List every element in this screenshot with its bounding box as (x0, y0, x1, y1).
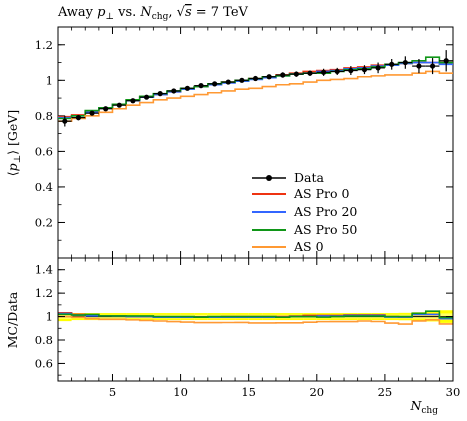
main-x-ticks (71, 27, 454, 258)
legend: Data AS Pro 0 AS Pro 20 AS Pro 50 AS 0 (252, 170, 357, 254)
legend-item-as-pro-0: AS Pro 0 (252, 186, 349, 201)
ratio-y-tick-label: 0.6 (35, 356, 53, 370)
data-point (307, 70, 313, 76)
ratio-panel-frame (57, 257, 454, 382)
data-point (389, 61, 395, 67)
x-tick-label: 20 (309, 385, 324, 399)
data-point (361, 67, 368, 73)
ratio-series-as-0 (58, 315, 453, 325)
chart-title: Away p⊥ vs. Nchg, √s = 7 TeV (57, 5, 249, 22)
legend-label-as-pro-50: AS Pro 50 (293, 222, 357, 237)
main-panel: 0.2 0.4 0.6 0.8 1 1.2 (35, 26, 454, 259)
legend-item-data: Data (252, 170, 324, 185)
ratio-series-as-pro-50 (58, 310, 453, 319)
y-tick-label: 1.2 (35, 38, 53, 52)
data-point (143, 94, 150, 100)
main-panel-frame (57, 26, 454, 259)
data-point (293, 71, 299, 77)
y-tick-label: 0.2 (35, 215, 53, 229)
legend-item-as-pro-20: AS Pro 20 (252, 204, 357, 219)
data-point (225, 79, 231, 85)
data-point (266, 74, 272, 80)
data-point (89, 110, 95, 116)
main-series-group (58, 56, 453, 122)
data-point (348, 67, 354, 74)
ratio-y-tick-label: 1.2 (35, 286, 53, 300)
ratio-panel: 0.6 0.8 1 1.2 1.4 5 10 15 20 25 30 (35, 257, 461, 399)
x-tick-label: 5 (109, 385, 116, 399)
data-point (416, 63, 422, 69)
data-point (212, 81, 218, 87)
ratio-y-ticks: 0.6 0.8 1 1.2 1.4 (35, 263, 453, 376)
data-point (429, 63, 436, 69)
data-point (171, 88, 177, 94)
data-point (103, 106, 109, 112)
data-point (62, 118, 68, 124)
data-point (198, 83, 204, 89)
data-point (402, 59, 408, 66)
y-tick-label: 1 (46, 73, 53, 87)
x-tick-label: 10 (173, 385, 188, 399)
data-point (280, 72, 286, 78)
legend-label-as-pro-0: AS Pro 0 (293, 186, 349, 201)
legend-item-as-0: AS 0 (252, 239, 324, 254)
title-p: p (97, 5, 106, 20)
ratio-series-group (58, 310, 453, 325)
x-tick-label: 15 (241, 385, 256, 399)
x-tick-label: 30 (446, 385, 461, 399)
data-point (157, 91, 163, 97)
data-point (116, 102, 122, 108)
legend-label-data: Data (294, 170, 324, 185)
data-point (252, 75, 259, 82)
x-tick-label: 25 (378, 385, 393, 399)
x-axis-label: Nchg (409, 398, 438, 416)
data-point (334, 68, 340, 75)
y-axis-label: ⟨p⊥⟩ [GeV] (5, 110, 23, 176)
y-tick-label: 0.6 (35, 144, 53, 158)
data-point (75, 115, 82, 121)
data-point (184, 85, 190, 91)
ratio-y-tick-label: 1 (46, 310, 53, 324)
data-point (321, 69, 327, 75)
y-tick-label: 0.4 (35, 180, 53, 194)
legend-item-as-pro-50: AS Pro 50 (252, 222, 357, 237)
data-point (443, 58, 449, 64)
data-point (239, 77, 245, 83)
ratio-x-ticks: 5 10 15 20 25 30 (71, 258, 461, 399)
legend-label-as-0: AS 0 (293, 239, 324, 254)
y-tick-label: 0.8 (35, 109, 53, 123)
data-point (375, 65, 381, 71)
ratio-y-tick-label: 1.4 (35, 263, 53, 277)
data-points-group (58, 50, 453, 127)
data-point (130, 98, 136, 104)
series-as-0 (58, 70, 453, 122)
legend-label-as-pro-20: AS Pro 20 (293, 204, 357, 219)
ratio-y-axis-label: MC/Data (5, 291, 20, 348)
main-y-ticks: 0.2 0.4 0.6 0.8 1 1.2 (35, 38, 453, 241)
ratio-y-tick-label: 0.8 (35, 333, 53, 347)
